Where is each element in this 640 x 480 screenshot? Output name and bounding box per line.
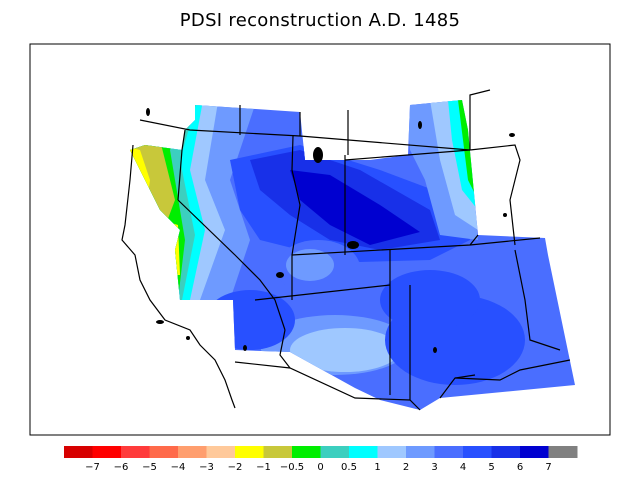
- colorbar-tick-label: 0.5: [341, 462, 357, 473]
- colorbar-swatch: [349, 446, 378, 458]
- colorbar-swatch: [149, 446, 179, 458]
- colorbar-swatch: [92, 446, 122, 458]
- colorbar-tick-label: 2: [403, 462, 409, 473]
- colorbar-tick-label: 0: [317, 462, 323, 473]
- colorbar-swatch: [491, 446, 521, 458]
- colorbar-tick-label: 6: [517, 462, 523, 473]
- colorbar-tick-label: 5: [488, 462, 494, 473]
- colorbar-swatch: [406, 446, 435, 458]
- colorbar-swatch: [292, 446, 321, 458]
- contour-region: [290, 170, 420, 245]
- colorbar-swatch: [206, 446, 236, 458]
- map-title: PDSI reconstruction A.D. 1485: [179, 10, 461, 31]
- colorbar-tick-label: −2: [228, 462, 243, 473]
- colorbar-swatch: [235, 446, 264, 458]
- boundaries: [121, 89, 571, 411]
- colorbar-tick-label: 1: [374, 462, 380, 473]
- colorbar-tick-label: −5: [142, 462, 157, 473]
- colorbar-swatch: [463, 446, 492, 458]
- contour-region: [286, 249, 334, 281]
- contour-region: [380, 270, 480, 330]
- colorbar-tick-label: 3: [431, 462, 437, 473]
- lakes: [146, 108, 515, 353]
- colorbar-tick-label: −6: [114, 462, 129, 473]
- colorbar: −7 −6 −5 −4 −3 −2 −1 −0.5 0 0.5 1 2 3 4 5 6 7: [64, 446, 578, 473]
- contour-region: [290, 328, 400, 372]
- colorbar-tick-label: −3: [199, 462, 214, 473]
- colorbar-tick-label: 4: [460, 462, 466, 473]
- colorbar-tick-label: −0.5: [280, 462, 304, 473]
- colorbar-swatch: [178, 446, 207, 458]
- colorbar-swatch: [434, 446, 464, 458]
- colorbar-swatch: [320, 446, 350, 458]
- colorbar-swatch: [377, 446, 407, 458]
- colorbar-swatch: [548, 446, 578, 458]
- colorbar-swatch: [520, 446, 549, 458]
- colorbar-swatch: [263, 446, 293, 458]
- colorbar-tick-label: −1: [256, 462, 271, 473]
- colorbar-tick-label: −7: [85, 462, 100, 473]
- colorbar-tick-label: −4: [171, 462, 186, 473]
- colorbar-swatch: [121, 446, 150, 458]
- colorbar-swatch: [64, 446, 93, 458]
- colorbar-tick-label: 7: [545, 462, 551, 473]
